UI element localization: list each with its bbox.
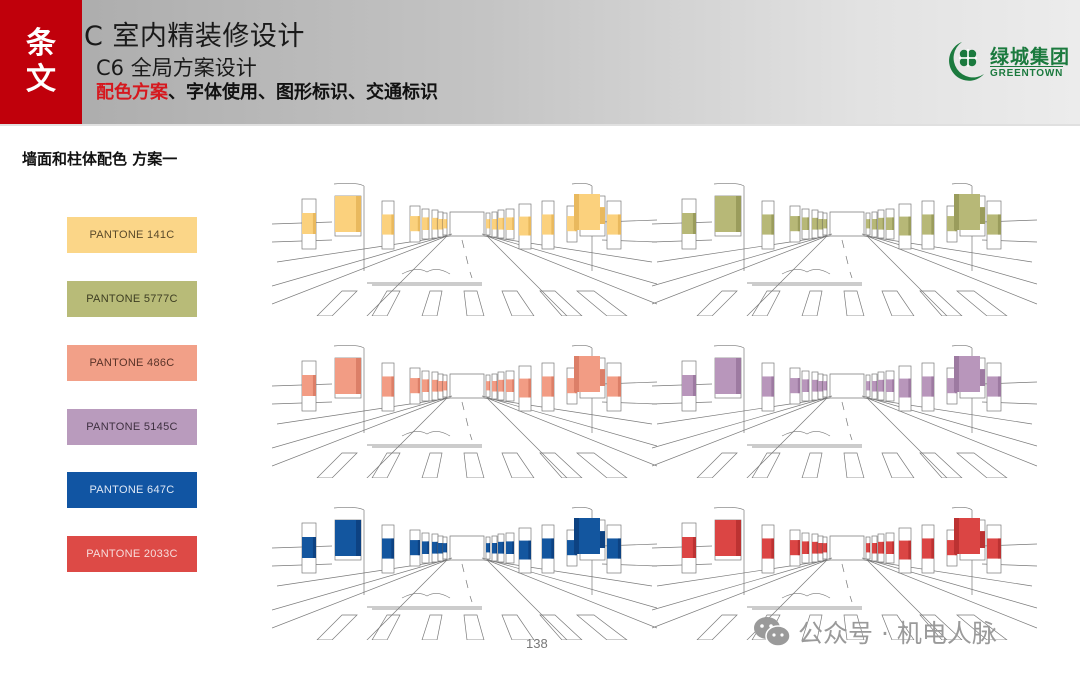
swatch-label: PANTONE 5145C xyxy=(86,421,178,433)
color-swatch: PANTONE 5145C xyxy=(67,409,197,445)
greentown-logo: 绿城集团 GREENTOWN xyxy=(940,40,1070,84)
swatch-label: PANTONE 647C xyxy=(89,484,175,496)
greentown-crescent-clover-icon xyxy=(949,42,984,81)
swatch-label: PANTONE 141C xyxy=(89,229,175,241)
swatch-label: PANTONE 2033C xyxy=(86,548,178,560)
corridor-rendering xyxy=(271,176,658,322)
section-title: 墙面和柱体配色 方案一 xyxy=(22,150,178,168)
section-tag: 条 文 xyxy=(0,0,82,124)
logo-name-cn: 绿城集团 xyxy=(990,46,1071,68)
color-swatch: PANTONE 5777C xyxy=(67,281,197,317)
corridor-line-drawing xyxy=(651,506,1038,646)
corridor-line-drawing xyxy=(271,506,658,646)
tag-char: 文 xyxy=(26,62,56,97)
color-swatch: PANTONE 2033C xyxy=(67,536,197,572)
color-swatch: PANTONE 141C xyxy=(67,217,197,253)
page-number: 138 xyxy=(526,636,548,651)
corridor-line-drawing xyxy=(271,182,658,322)
watermark: 公众号 · 机电人脉 xyxy=(752,614,997,650)
swatch-label: PANTONE 5777C xyxy=(86,293,178,305)
corridor-rendering xyxy=(651,338,1038,484)
corridor-line-drawing xyxy=(651,182,1038,322)
color-swatch: PANTONE 647C xyxy=(67,472,197,508)
logo-name-en: GREENTOWN xyxy=(990,66,1064,79)
swatch-label: PANTONE 486C xyxy=(89,357,175,369)
color-swatch: PANTONE 486C xyxy=(67,345,197,381)
corridor-rendering xyxy=(271,500,658,646)
corridor-rendering xyxy=(271,338,658,484)
slide-header xyxy=(0,0,1080,124)
corridor-line-drawing xyxy=(651,344,1038,484)
wechat-icon xyxy=(754,617,791,647)
watermark-text: 公众号 · 机电人脉 xyxy=(798,619,997,648)
corridor-rendering xyxy=(651,176,1038,322)
corridor-line-drawing xyxy=(271,344,658,484)
header-divider xyxy=(0,124,1080,126)
page-subtitle: C6 全局方案设计 xyxy=(96,56,257,80)
tag-char: 条 xyxy=(26,26,56,61)
topics-line: 配色方案、字体使用、图形标识、交通标识 xyxy=(96,78,438,104)
other-topics: 、字体使用、图形标识、交通标识 xyxy=(168,82,438,103)
active-topic: 配色方案 xyxy=(96,82,168,103)
page-title: C 室内精装修设计 xyxy=(84,21,305,52)
corridor-rendering xyxy=(651,500,1038,646)
